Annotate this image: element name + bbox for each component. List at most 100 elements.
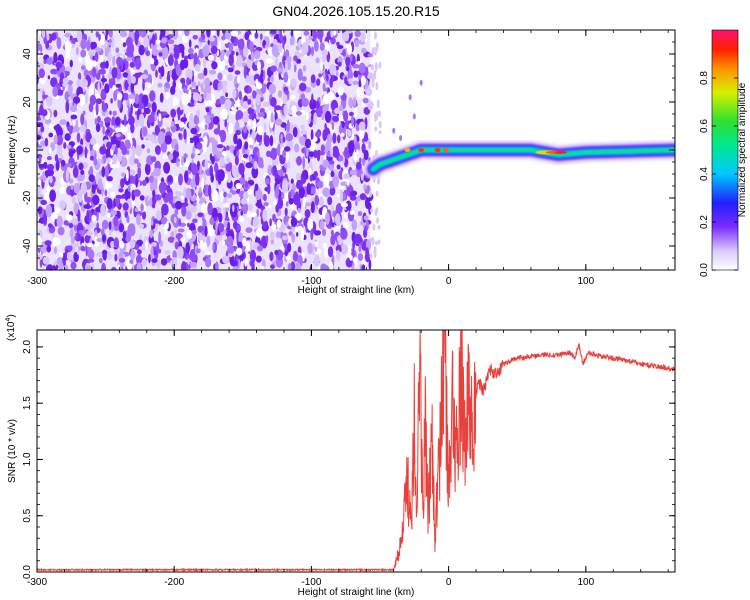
noise-cell <box>275 231 281 239</box>
noise-cell <box>255 255 262 263</box>
noise-cell <box>202 45 210 57</box>
noise-cell <box>285 201 289 207</box>
noise-cell <box>371 77 375 88</box>
noise-cell <box>205 257 212 268</box>
noise-cell <box>196 109 201 117</box>
noise-cell <box>234 70 241 75</box>
noise-cell <box>166 74 171 83</box>
noise-cell <box>46 57 53 65</box>
noise-cell <box>44 191 50 203</box>
noise-cell <box>43 59 47 64</box>
noise-cell <box>328 261 334 270</box>
noise-cell <box>322 187 330 198</box>
noise-cell <box>86 242 94 248</box>
noise-cell <box>192 35 199 40</box>
noise-cell <box>216 30 220 37</box>
noise-cell <box>313 112 318 126</box>
noise-cell <box>265 235 269 243</box>
noise-cell <box>208 36 216 42</box>
noise-cell <box>234 121 240 132</box>
snr-x-axis-label: Height of straight line (km) <box>298 587 415 598</box>
noise-cell <box>149 229 154 239</box>
noise-cell <box>46 156 52 161</box>
noise-cell <box>37 134 42 140</box>
noise-cell <box>217 72 223 81</box>
noise-cell <box>203 87 207 100</box>
noise-cell <box>294 213 302 221</box>
noise-cell <box>117 150 122 163</box>
noise-cell <box>136 254 142 265</box>
noise-cell <box>248 30 251 33</box>
noise-cell <box>158 113 162 122</box>
noise-cell <box>193 52 198 65</box>
noise-cell <box>46 245 51 253</box>
noise-cell <box>349 254 353 261</box>
noise-cell <box>140 203 144 212</box>
noise-cell <box>376 217 380 224</box>
noise-cell <box>40 140 46 147</box>
noise-cell <box>219 52 224 62</box>
noise-cell <box>274 105 282 111</box>
noise-cell <box>112 110 117 117</box>
noise-cell <box>97 81 100 93</box>
noise-cell <box>89 137 97 146</box>
noise-cell <box>74 242 79 248</box>
noise-cell <box>286 119 290 133</box>
noise-cell <box>238 215 245 223</box>
noise-cell <box>114 249 121 254</box>
noise-cell <box>121 124 128 133</box>
noise-cell <box>167 54 174 66</box>
noise-cell <box>88 84 95 97</box>
noise-cell <box>64 133 71 141</box>
noise-cell <box>112 55 116 67</box>
noise-cell <box>226 235 234 249</box>
noise-cell <box>267 164 273 176</box>
noise-cell <box>329 78 333 88</box>
noise-cell <box>307 242 313 255</box>
noise-cell <box>204 225 208 238</box>
noise-cell <box>330 234 336 246</box>
noise-cell <box>300 124 305 130</box>
noise-cell <box>154 194 162 201</box>
noise-cell <box>173 44 181 56</box>
noise-cell <box>190 194 197 202</box>
noise-cell <box>378 130 382 135</box>
noise-cell <box>340 202 349 208</box>
noise-cell <box>120 178 125 189</box>
noise-cell <box>281 30 286 37</box>
noise-cell <box>98 178 103 190</box>
noise-cell <box>166 220 169 230</box>
noise-cell <box>101 183 104 197</box>
noise-cell <box>353 151 358 162</box>
noise-cell <box>345 200 352 211</box>
noise-cell <box>281 179 289 193</box>
snr-multiplier-exponent: 4 <box>5 318 12 322</box>
noise-cell <box>257 112 265 118</box>
noise-cell <box>336 45 344 49</box>
noise-cell <box>324 110 332 123</box>
x-tick-label: -100 <box>301 276 321 287</box>
noise-cell <box>360 173 364 181</box>
noise-cell <box>106 141 113 149</box>
noise-cell <box>92 194 100 206</box>
noise-cell <box>95 31 100 38</box>
noise-cell <box>100 77 107 83</box>
snr-y-axis-label: SNR (10 * v/v) <box>7 419 18 483</box>
noise-cell <box>321 113 325 121</box>
noise-cell <box>142 126 148 137</box>
noise-cell <box>271 44 279 57</box>
noise-cell <box>257 61 261 71</box>
noise-cell <box>126 169 129 182</box>
noise-cell <box>172 80 176 89</box>
noise-cell <box>375 82 379 91</box>
noise-cell <box>327 196 333 206</box>
noise-cell <box>196 142 203 150</box>
noise-cell <box>133 101 141 109</box>
noise-cell <box>262 40 267 46</box>
noise-cell <box>228 42 234 52</box>
noise-cell <box>138 102 145 110</box>
noise-cell <box>236 224 241 231</box>
noise-cell <box>302 156 306 170</box>
noise-cell <box>100 204 106 217</box>
noise-cell <box>352 64 360 69</box>
